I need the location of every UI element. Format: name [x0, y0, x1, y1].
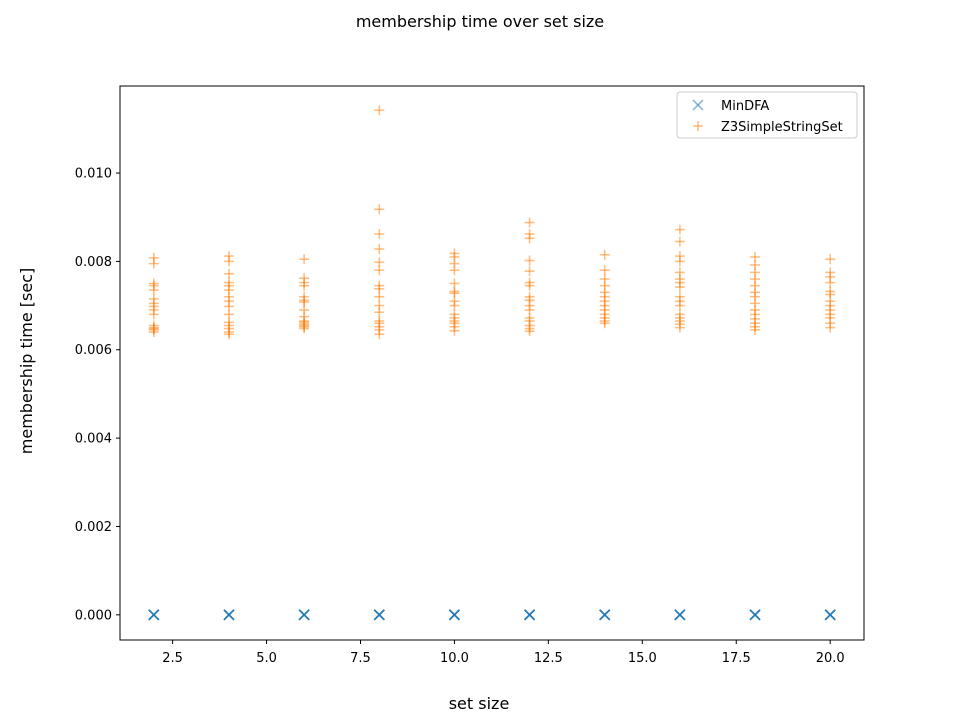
x-axis-label: set size: [449, 694, 510, 713]
data-point: [674, 300, 685, 311]
data-point: [524, 326, 535, 337]
data-point: [524, 233, 535, 244]
data-point: [374, 291, 385, 302]
x-axis-ticks: 2.5 5.0 7.5 10.0 12.5 15.0 17.5 20.0: [162, 640, 845, 666]
data-point: [148, 309, 159, 320]
data-point: [599, 318, 610, 329]
data-point: [524, 255, 535, 266]
data-point: [524, 217, 535, 228]
data-point: [674, 282, 685, 293]
series-z3simplestringset: [148, 105, 836, 340]
x-tick-label: 10.0: [440, 651, 469, 666]
y-tick-label: 0.010: [75, 167, 112, 182]
x-tick-label: 12.5: [534, 651, 563, 666]
data-point: [374, 265, 385, 276]
data-point: [223, 609, 235, 621]
data-point: [373, 609, 385, 621]
legend-marker-z3simplestringset: [693, 121, 703, 131]
data-point: [374, 204, 385, 215]
data-point: [524, 266, 535, 277]
data-point: [374, 105, 385, 116]
data-point: [148, 609, 160, 621]
y-tick-label: 0.006: [75, 343, 112, 358]
series-mindfa: [148, 609, 836, 621]
y-tick-label: 0.004: [75, 432, 112, 447]
y-axis-label: membership time [sec]: [17, 268, 36, 454]
y-tick-label: 0.002: [75, 520, 112, 535]
data-point: [674, 322, 685, 333]
data-point: [148, 285, 159, 296]
legend-marker-mindfa: [692, 99, 704, 111]
data-point: [223, 256, 234, 267]
data-point: [674, 256, 685, 267]
data-point: [448, 609, 460, 621]
data-point: [524, 609, 536, 621]
data-point: [750, 324, 761, 335]
data-point: [599, 609, 611, 621]
legend-box: [676, 91, 858, 139]
data-point: [449, 325, 460, 336]
legend-marker-x: [692, 99, 704, 111]
data-point: [825, 322, 836, 333]
data-point: [374, 307, 385, 318]
data-point: [374, 228, 385, 239]
data-point: [449, 300, 460, 311]
data-point: [223, 329, 234, 340]
data-point: [299, 316, 310, 327]
data-point: [674, 236, 685, 247]
data-point: [299, 280, 310, 291]
x-tick-label: 15.0: [628, 651, 657, 666]
data-point: [298, 609, 310, 621]
legend: MinDFA Z3SimpleStringSet: [676, 91, 858, 139]
data-point: [599, 265, 610, 276]
data-point: [524, 280, 535, 291]
data-point: [674, 224, 685, 235]
data-point: [148, 258, 159, 269]
data-point: [374, 244, 385, 255]
data-point: [749, 609, 761, 621]
data-point: [825, 254, 836, 265]
data-point: [223, 268, 234, 279]
x-tick-label: 7.5: [350, 651, 371, 666]
plot-layer: [148, 105, 836, 621]
legend-marker-plus: [693, 121, 703, 131]
data-point: [825, 277, 836, 288]
y-tick-label: 0.000: [75, 608, 112, 623]
data-point: [824, 609, 836, 621]
legend-label-z3simplestringset: Z3SimpleStringSet: [721, 120, 843, 135]
x-tick-label: 17.5: [722, 651, 751, 666]
data-point: [599, 249, 610, 260]
data-point: [674, 609, 686, 621]
legend-label-mindfa: MinDFA: [721, 99, 769, 114]
data-point: [449, 265, 460, 276]
y-tick-label: 0.008: [75, 255, 112, 270]
x-tick-label: 2.5: [162, 651, 183, 666]
x-tick-label: 5.0: [256, 651, 277, 666]
data-point: [148, 323, 159, 334]
data-point: [299, 254, 310, 265]
data-point: [374, 329, 385, 340]
chart-title: membership time over set size: [356, 12, 604, 31]
y-axis-ticks: 0.000 0.002 0.004 0.006 0.008 0.010: [75, 167, 120, 623]
plot-frame: [119, 85, 865, 641]
x-tick-label: 20.0: [816, 651, 845, 666]
